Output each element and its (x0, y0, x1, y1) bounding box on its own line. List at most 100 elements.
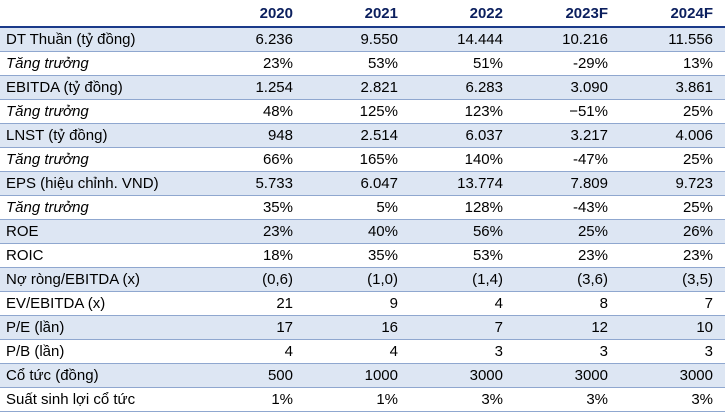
cell-value: 3 (410, 339, 515, 364)
header-2020: 2020 (200, 0, 305, 28)
cell-value: 25% (620, 99, 725, 124)
cell-value: 1% (305, 387, 410, 412)
table-row: EPS (hiệu chỉnh. VND) 5.733 6.047 13.774 7.8… (0, 171, 725, 196)
row-label: Suất sinh lợi cổ tức (0, 387, 200, 412)
cell-value: 2.821 (305, 75, 410, 100)
header-label (0, 0, 200, 28)
cell-value: 17 (200, 315, 305, 340)
cell-value: -29% (515, 51, 620, 76)
cell-value: 3000 (410, 363, 515, 388)
cell-value: 23% (515, 243, 620, 268)
cell-value: 9 (305, 291, 410, 316)
cell-value: 3.861 (620, 75, 725, 100)
cell-value: 3000 (620, 363, 725, 388)
cell-value: 123% (410, 99, 515, 124)
row-label: ROE (0, 219, 200, 244)
cell-value: 7 (410, 315, 515, 340)
cell-value: −51% (515, 99, 620, 124)
table-row: Suất sinh lợi cổ tức 1% 1% 3% 3% 3% (0, 387, 725, 412)
table-row: Tăng trưởng 66% 165% 140% -47% 25% (0, 147, 725, 172)
cell-value: 18% (200, 243, 305, 268)
row-label: Tăng trưởng (0, 195, 200, 220)
row-label: P/B (lần) (0, 339, 200, 364)
cell-value: (3,6) (515, 267, 620, 292)
cell-value: 6.047 (305, 171, 410, 196)
cell-value: 1000 (305, 363, 410, 388)
row-label: EBITDA (tỷ đồng) (0, 75, 200, 100)
cell-value: 4 (410, 291, 515, 316)
cell-value: 5% (305, 195, 410, 220)
cell-value: 1% (200, 387, 305, 412)
cell-value: 23% (620, 243, 725, 268)
cell-value: 53% (410, 243, 515, 268)
table-row: LNST (tỷ đồng) 948 2.514 6.037 3.217 4.006 (0, 123, 725, 148)
cell-value: 3 (620, 339, 725, 364)
table-row: Tăng trưởng 48% 125% 123% −51% 25% (0, 99, 725, 124)
table-row: EV/EBITDA (x) 21 9 4 8 7 (0, 291, 725, 316)
cell-value: 4.006 (620, 123, 725, 148)
cell-value: (1,4) (410, 267, 515, 292)
header-2024f: 2024F (620, 0, 725, 28)
table-row: Nợ ròng/EBITDA (x) (0,6) (1,0) (1,4) (3,6) (3… (0, 267, 725, 292)
cell-value: (1,0) (305, 267, 410, 292)
cell-value: 3.217 (515, 123, 620, 148)
table-row: EBITDA (tỷ đồng) 1.254 2.821 6.283 3.090 3.86… (0, 75, 725, 100)
cell-value: 6.236 (200, 27, 305, 52)
table-row: Tăng trưởng 35% 5% 128% -43% 25% (0, 195, 725, 220)
cell-value: 3000 (515, 363, 620, 388)
cell-value: 128% (410, 195, 515, 220)
cell-value: 3.090 (515, 75, 620, 100)
cell-value: 3 (515, 339, 620, 364)
cell-value: 21 (200, 291, 305, 316)
cell-value: 7 (620, 291, 725, 316)
cell-value: 56% (410, 219, 515, 244)
cell-value: 2.514 (305, 123, 410, 148)
cell-value: 11.556 (620, 27, 725, 52)
header-2023f: 2023F (515, 0, 620, 28)
row-label: P/E (lần) (0, 315, 200, 340)
cell-value: 13.774 (410, 171, 515, 196)
cell-value: 12 (515, 315, 620, 340)
cell-value: -43% (515, 195, 620, 220)
cell-value: 40% (305, 219, 410, 244)
cell-value: (3,5) (620, 267, 725, 292)
header-2022: 2022 (410, 0, 515, 28)
cell-value: 125% (305, 99, 410, 124)
cell-value: 14.444 (410, 27, 515, 52)
row-label: LNST (tỷ đồng) (0, 123, 200, 148)
row-label: Nợ ròng/EBITDA (x) (0, 267, 200, 292)
cell-value: 165% (305, 147, 410, 172)
cell-value: 500 (200, 363, 305, 388)
cell-value: 35% (305, 243, 410, 268)
table-row: ROE 23% 40% 56% 25% 26% (0, 219, 725, 244)
row-label: Tăng trưởng (0, 51, 200, 76)
table-row: DT Thuần (tỷ đồng) 6.236 9.550 14.444 10.216… (0, 27, 725, 52)
cell-value: 4 (200, 339, 305, 364)
cell-value: 13% (620, 51, 725, 76)
cell-value: 3% (620, 387, 725, 412)
cell-value: 140% (410, 147, 515, 172)
cell-value: 5.733 (200, 171, 305, 196)
cell-value: 66% (200, 147, 305, 172)
cell-value: 23% (200, 219, 305, 244)
cell-value: 8 (515, 291, 620, 316)
cell-value: 48% (200, 99, 305, 124)
cell-value: 948 (200, 123, 305, 148)
table-row: Tăng trưởng 23% 53% 51% -29% 13% (0, 51, 725, 76)
cell-value: 23% (200, 51, 305, 76)
cell-value: 26% (620, 219, 725, 244)
row-label: Tăng trưởng (0, 147, 200, 172)
cell-value: 6.283 (410, 75, 515, 100)
table-row: ROIC 18% 35% 53% 23% 23% (0, 243, 725, 268)
cell-value: 35% (200, 195, 305, 220)
table-body: DT Thuần (tỷ đồng) 6.236 9.550 14.444 10.216… (0, 27, 725, 412)
cell-value: 4 (305, 339, 410, 364)
cell-value: 3% (410, 387, 515, 412)
table-row: P/E (lần) 17 16 7 12 10 (0, 315, 725, 340)
cell-value: 25% (620, 147, 725, 172)
cell-value: 25% (620, 195, 725, 220)
cell-value: 1.254 (200, 75, 305, 100)
cell-value: 3% (515, 387, 620, 412)
cell-value: 51% (410, 51, 515, 76)
